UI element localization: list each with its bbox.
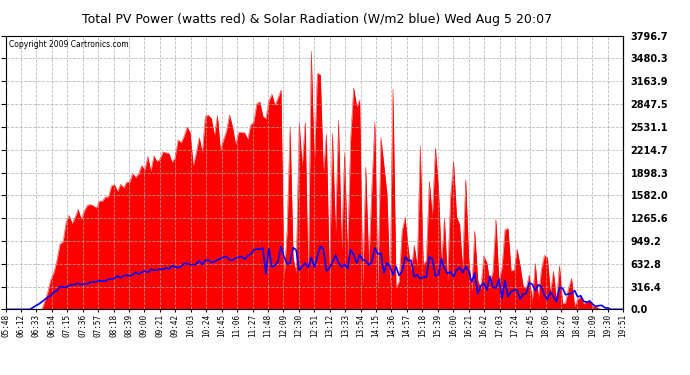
Text: Total PV Power (watts red) & Solar Radiation (W/m2 blue) Wed Aug 5 20:07: Total PV Power (watts red) & Solar Radia… (82, 13, 553, 26)
Text: Copyright 2009 Cartronics.com: Copyright 2009 Cartronics.com (8, 40, 128, 49)
